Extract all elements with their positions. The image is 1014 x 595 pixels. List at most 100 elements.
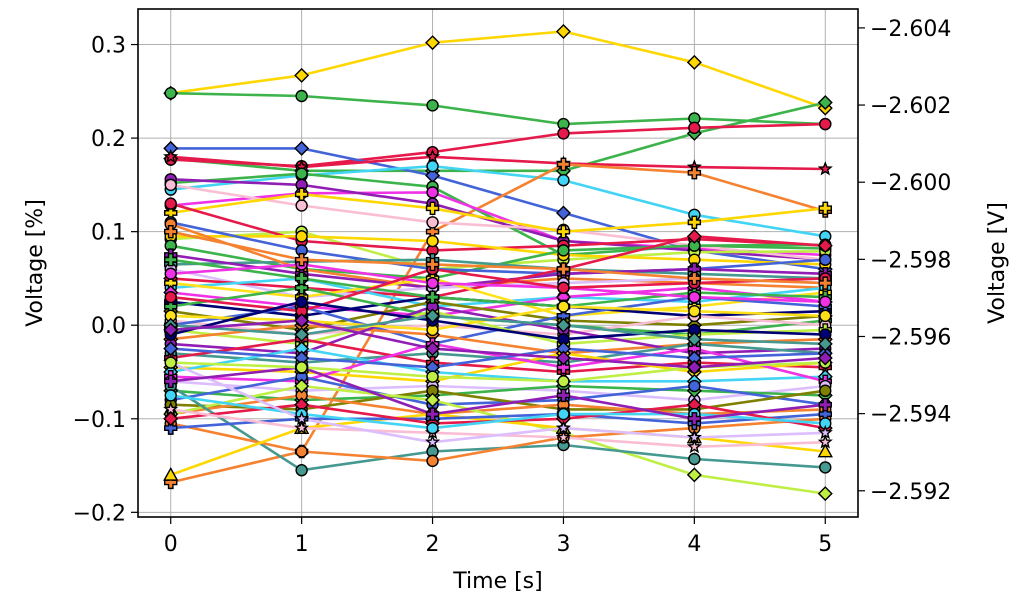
series-line	[170, 314, 826, 346]
data-point	[556, 224, 571, 239]
data-point	[294, 378, 310, 394]
data-point	[817, 161, 833, 176]
data-point	[294, 253, 309, 267]
series-line	[170, 323, 826, 355]
data-point	[686, 429, 702, 444]
data-point	[687, 166, 702, 180]
data-point	[164, 290, 177, 304]
data-point	[426, 216, 439, 229]
data-point	[164, 374, 178, 389]
data-point	[686, 228, 702, 244]
series-line	[170, 235, 826, 266]
data-point	[817, 95, 833, 111]
data-point	[164, 389, 177, 402]
series-markers	[163, 23, 833, 502]
series-line	[170, 235, 826, 299]
data-point	[425, 257, 440, 272]
x-tick-label: 5	[818, 532, 832, 557]
data-point	[817, 443, 833, 458]
series-lines	[169, 30, 826, 495]
data-point	[819, 461, 832, 474]
data-point	[425, 308, 441, 324]
series-line	[170, 191, 826, 257]
data-point	[425, 35, 441, 51]
series-line	[170, 347, 826, 369]
data-point	[687, 215, 702, 230]
y-tick-label: −0.2	[73, 501, 126, 526]
data-point	[817, 350, 833, 366]
series-line	[170, 286, 826, 318]
x-tick-label: 4	[687, 532, 701, 557]
data-point	[818, 201, 832, 215]
series-line	[170, 380, 826, 402]
series-line	[170, 183, 826, 261]
y2-tick-label: −2.598	[870, 248, 951, 273]
data-point	[557, 300, 570, 313]
data-point	[817, 424, 833, 440]
data-point	[555, 420, 572, 435]
data-point	[164, 224, 178, 239]
data-point	[294, 313, 310, 329]
data-point	[164, 267, 177, 280]
x-axis-label: Time [s]	[452, 569, 542, 594]
series-line	[170, 361, 826, 444]
y2-tick-label: −2.602	[870, 94, 951, 119]
series-line	[170, 230, 826, 285]
data-point	[164, 253, 178, 267]
data-point	[294, 67, 310, 83]
series-line	[170, 30, 826, 110]
series-line	[170, 155, 826, 171]
data-point	[687, 412, 702, 426]
x-tick-label: 2	[426, 532, 440, 557]
data-point	[163, 341, 179, 357]
data-point	[819, 295, 832, 309]
y2-ticks: −2.604 −2.602 −2.600 −2.598 −2.596 −2.594 −2.5…	[858, 17, 951, 505]
data-point	[686, 438, 702, 454]
data-point	[426, 370, 439, 383]
y2-axis-label: Voltage [V]	[985, 202, 1010, 324]
data-point	[557, 244, 570, 257]
data-point	[425, 341, 441, 357]
y-ticks: −0.2 −0.1 0.0 0.1 0.2 0.3	[73, 34, 138, 526]
series-line	[170, 394, 826, 416]
data-point	[556, 262, 571, 276]
data-point	[817, 434, 833, 449]
y2-tick-label: −2.592	[870, 480, 951, 505]
data-point	[817, 238, 833, 254]
data-point	[688, 452, 701, 466]
data-point	[426, 421, 439, 435]
y-tick-label: 0.3	[91, 34, 126, 59]
series-line	[170, 258, 826, 308]
y-tick-label: −0.1	[73, 408, 126, 433]
data-point	[688, 121, 701, 135]
data-point	[295, 89, 308, 103]
data-point	[164, 178, 177, 192]
y-tick-label: 0.1	[91, 221, 126, 246]
x-tick-label: 3	[556, 532, 570, 557]
data-point	[555, 205, 571, 221]
data-point	[686, 54, 702, 70]
series-line	[170, 221, 826, 276]
data-point	[557, 281, 570, 294]
data-point	[295, 230, 308, 243]
data-point	[557, 375, 570, 388]
data-point	[424, 434, 441, 449]
data-point	[555, 350, 571, 366]
data-point	[426, 186, 439, 199]
data-point	[164, 421, 178, 435]
plot-frame	[137, 8, 859, 518]
data-point	[164, 197, 177, 210]
data-point	[164, 86, 177, 100]
data-point	[817, 486, 833, 502]
data-point	[295, 464, 308, 477]
data-point	[819, 309, 832, 323]
x-tick-label: 1	[295, 532, 309, 557]
y-axis-label: Voltage [%]	[23, 199, 48, 327]
series-line	[170, 277, 826, 318]
data-point	[295, 199, 308, 212]
data-point	[295, 361, 308, 374]
data-point	[819, 384, 832, 397]
y-tick-label: 0.0	[91, 314, 126, 339]
data-point	[557, 407, 570, 421]
data-point	[555, 23, 571, 39]
